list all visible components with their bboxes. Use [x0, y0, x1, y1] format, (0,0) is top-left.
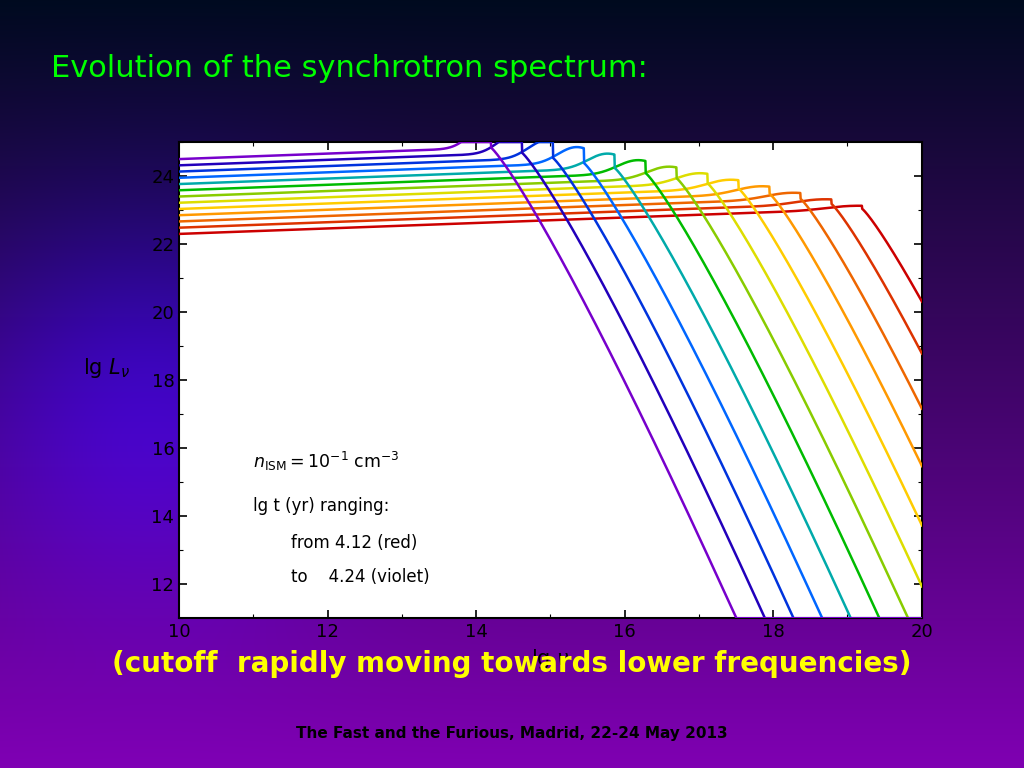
Text: The Fast and the Furious, Madrid, 22-24 May 2013: The Fast and the Furious, Madrid, 22-24 … — [296, 726, 728, 741]
Y-axis label: lg $L_\nu$: lg $L_\nu$ — [83, 356, 130, 380]
Text: Evolution of the synchrotron spectrum:: Evolution of the synchrotron spectrum: — [51, 54, 648, 83]
Text: $n_{\rm ISM} = 10^{-1}\ \rm cm^{-3}$: $n_{\rm ISM} = 10^{-1}\ \rm cm^{-3}$ — [254, 450, 400, 473]
Text: to    4.24 (violet): to 4.24 (violet) — [291, 568, 429, 587]
X-axis label: lg $\nu$: lg $\nu$ — [531, 647, 569, 670]
Text: from 4.12 (red): from 4.12 (red) — [291, 535, 417, 552]
Text: (cutoff  rapidly moving towards lower frequencies): (cutoff rapidly moving towards lower fre… — [113, 650, 911, 678]
Text: lg t (yr) ranging:: lg t (yr) ranging: — [254, 497, 390, 515]
